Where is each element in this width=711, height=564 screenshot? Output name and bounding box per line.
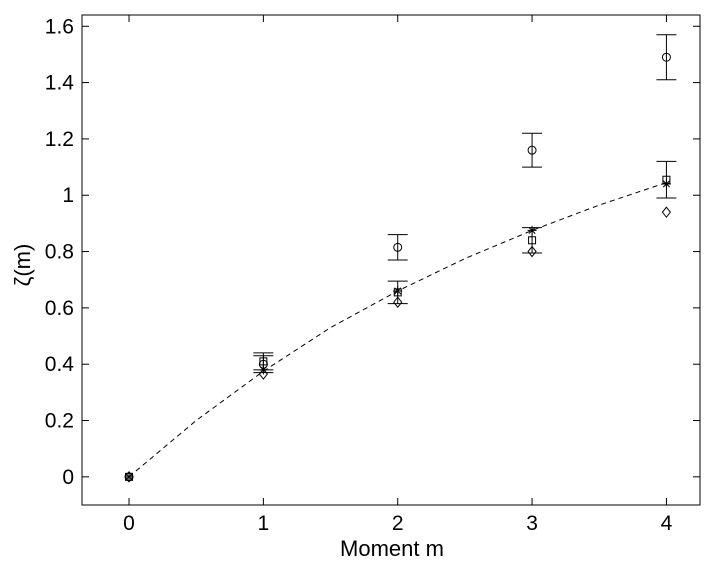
error-bars (253, 34, 677, 374)
y-tick-label: 1.4 (45, 72, 75, 95)
x-tick-label: 2 (392, 512, 404, 535)
diamond-marker (124, 471, 134, 483)
y-tick-label: 1 (62, 184, 74, 207)
x-tick-label: 1 (258, 512, 270, 535)
diamond-marker (393, 296, 403, 309)
y-tick-label: 1.2 (45, 128, 74, 151)
diamond-marker (258, 368, 269, 380)
x-tick-label: 3 (526, 512, 538, 535)
circle-marker (527, 145, 537, 155)
x-axis-label: Moment m (340, 536, 444, 561)
x-tick-label: 4 (661, 512, 673, 535)
reference-curve (128, 182, 667, 478)
y-tick-label: 0.8 (45, 241, 74, 264)
y-tick-label: 0.2 (45, 410, 74, 433)
y-tick-label: 0.6 (45, 297, 74, 320)
star-marker (527, 225, 537, 235)
star-marker (124, 472, 134, 482)
plot-frame (81, 14, 701, 506)
square-marker (259, 357, 268, 366)
y-tick-label: 1.6 (45, 15, 74, 38)
ticks: 0 1 2 3 4 0 0.2 0.4 0.6 0.8 1 1.2 1.4 1.6 (45, 15, 700, 535)
diamond-marker (527, 245, 537, 258)
circle-marker (661, 52, 671, 62)
star-marker (661, 179, 671, 189)
square-marker (528, 236, 537, 245)
reference-curve-group (128, 182, 667, 478)
star-marker (393, 286, 403, 296)
y-axis-label: ζ(m) (10, 244, 35, 287)
x-tick-label: 0 (123, 512, 135, 535)
y-tick-label: 0.4 (45, 353, 75, 376)
y-tick-label: 0 (62, 466, 74, 489)
diamond-marker (661, 206, 672, 218)
circle-marker (393, 242, 403, 252)
markers (124, 52, 672, 483)
